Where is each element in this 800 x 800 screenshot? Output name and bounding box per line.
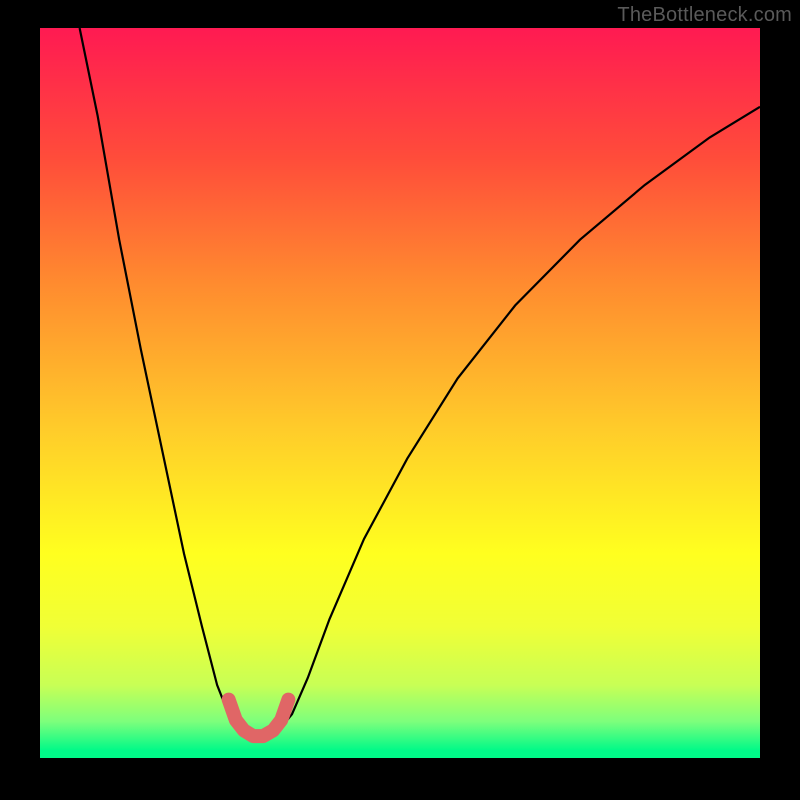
bottleneck-curve-right <box>281 107 760 728</box>
chart-plot-area <box>40 28 760 758</box>
chart-svg <box>40 28 760 758</box>
valley-u-marker <box>229 700 289 737</box>
watermark-text: TheBottleneck.com <box>617 4 792 27</box>
bottleneck-curve-left <box>80 28 239 727</box>
